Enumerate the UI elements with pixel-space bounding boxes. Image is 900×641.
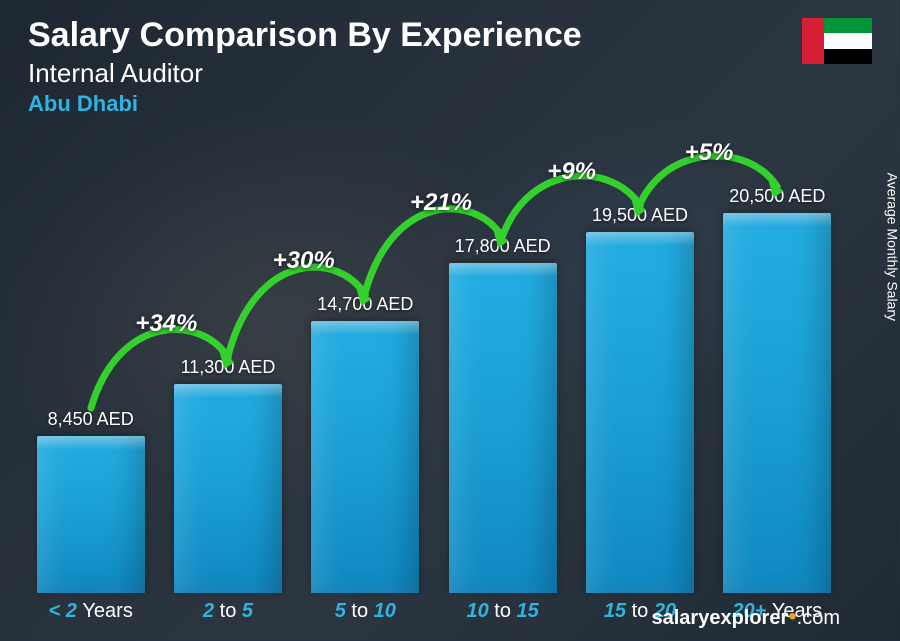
footer-text: salaryexplorer [651,607,788,629]
chart-title: Salary Comparison By Experience [28,18,872,54]
increase-label: +34% [135,310,197,338]
increase-label: +30% [273,247,335,275]
x-axis-label: 2 to 5 [203,600,253,623]
increase-arc: +5% [620,133,817,234]
x-axis-label: 10 to 15 [466,600,538,623]
footer-dot-icon: • [788,603,796,630]
x-axis-label: 5 to 10 [335,600,396,623]
x-axis-label: < 2 Years [48,600,132,623]
bar [37,436,145,593]
chart-subtitle: Internal Auditor [28,58,872,89]
bar-chart: 8,450 AED< 2 Years11,300 AED2 to 514,700… [28,113,840,593]
increase-label: +9% [547,158,596,186]
y-axis-label: Average Monthly Salary [884,172,900,320]
footer-brand: salaryexplorer•.com [651,603,840,631]
chart-container: Salary Comparison By Experience Internal… [0,0,900,641]
increase-label: +21% [410,189,472,217]
footer-domain: .com [797,607,840,629]
increase-label: +5% [685,139,734,167]
bar [723,213,831,593]
uae-flag-icon [802,18,872,64]
bar [586,232,694,593]
